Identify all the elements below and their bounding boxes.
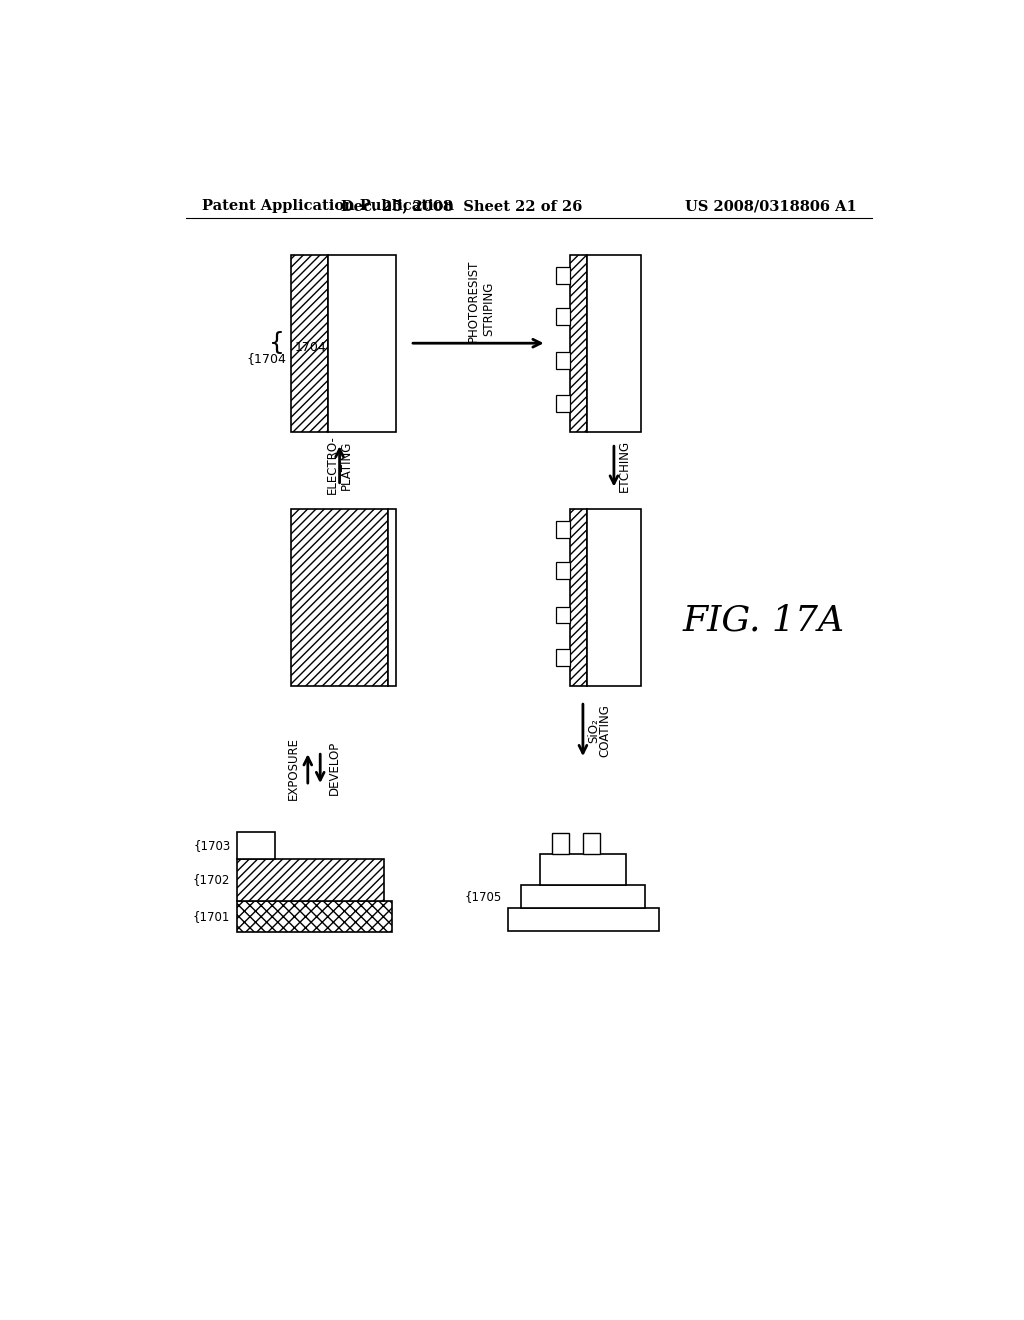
Text: EXPOSURE: EXPOSURE: [287, 737, 300, 800]
Bar: [237, 859, 384, 902]
Text: {1701: {1701: [193, 911, 230, 924]
Bar: [556, 267, 569, 284]
Bar: [328, 255, 396, 432]
Bar: [556, 352, 569, 370]
Bar: [291, 255, 328, 432]
Text: ELECTRO-: ELECTRO-: [326, 436, 339, 494]
Text: FIG. 17A: FIG. 17A: [682, 603, 845, 638]
Bar: [388, 508, 396, 686]
Bar: [556, 521, 569, 539]
Bar: [556, 562, 569, 579]
Text: {1702: {1702: [193, 874, 230, 887]
Text: COATING: COATING: [598, 704, 611, 756]
Text: Dec. 25, 2008  Sheet 22 of 26: Dec. 25, 2008 Sheet 22 of 26: [341, 199, 582, 213]
Bar: [556, 308, 569, 325]
Bar: [587, 255, 641, 432]
Bar: [508, 908, 658, 932]
Text: PHOTORESIST: PHOTORESIST: [466, 260, 479, 342]
Text: ETCHING: ETCHING: [617, 441, 631, 492]
Bar: [556, 607, 569, 623]
Text: PLATING: PLATING: [340, 440, 353, 490]
Bar: [237, 902, 391, 932]
Bar: [569, 508, 587, 686]
Bar: [569, 255, 587, 432]
Bar: [237, 832, 275, 859]
Bar: [291, 508, 388, 686]
Bar: [541, 854, 626, 886]
Text: {1703: {1703: [194, 838, 230, 851]
Bar: [521, 886, 645, 908]
Text: SiO₂: SiO₂: [587, 718, 600, 743]
Text: STRIPING: STRIPING: [482, 281, 495, 335]
Bar: [552, 833, 569, 854]
Text: 1704: 1704: [295, 341, 327, 354]
Bar: [587, 508, 641, 686]
Text: $\mathsf{\{}$1704: $\mathsf{\{}$1704: [246, 351, 287, 367]
Bar: [583, 833, 600, 854]
Text: Patent Application Publication: Patent Application Publication: [202, 199, 454, 213]
Text: {: {: [268, 331, 285, 355]
Text: {1705: {1705: [464, 890, 502, 903]
Text: DEVELOP: DEVELOP: [328, 741, 341, 796]
Bar: [556, 649, 569, 665]
Bar: [556, 395, 569, 412]
Text: US 2008/0318806 A1: US 2008/0318806 A1: [685, 199, 856, 213]
